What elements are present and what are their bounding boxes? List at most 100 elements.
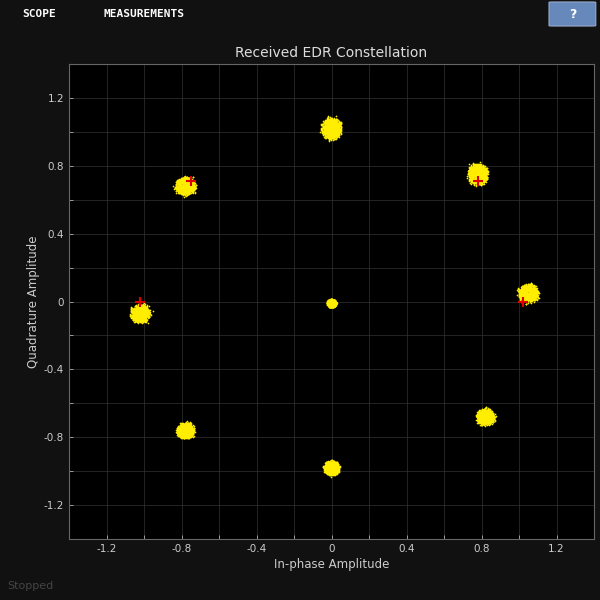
Point — [180, 188, 190, 197]
Point — [144, 308, 154, 318]
Point — [327, 122, 337, 131]
Point — [326, 295, 336, 304]
Point — [128, 309, 137, 319]
Point — [180, 184, 190, 193]
Point — [485, 409, 494, 418]
Point — [326, 131, 336, 141]
Point — [323, 461, 332, 470]
Point — [176, 427, 186, 436]
Point — [523, 283, 532, 293]
Point — [181, 187, 190, 196]
Point — [479, 169, 489, 178]
Point — [184, 430, 193, 440]
Point — [327, 464, 337, 473]
Point — [522, 290, 532, 300]
Point — [488, 417, 497, 427]
Point — [325, 301, 335, 310]
Point — [476, 167, 486, 176]
Point — [531, 287, 541, 297]
Point — [333, 126, 343, 136]
Point — [326, 296, 335, 306]
Point — [526, 294, 535, 304]
Point — [143, 304, 152, 314]
Point — [142, 306, 152, 316]
Point — [173, 185, 183, 195]
Point — [136, 304, 145, 313]
Point — [329, 301, 338, 310]
Point — [328, 119, 338, 128]
Point — [180, 424, 190, 433]
Point — [178, 185, 187, 194]
Point — [482, 407, 492, 416]
Point — [324, 121, 334, 130]
Point — [134, 305, 144, 315]
Point — [143, 312, 153, 322]
Point — [323, 462, 332, 472]
Point — [518, 284, 527, 294]
Point — [478, 163, 488, 172]
Point — [330, 130, 340, 139]
Point — [181, 424, 190, 433]
Point — [521, 293, 531, 303]
Point — [136, 316, 145, 325]
Point — [128, 306, 138, 316]
Point — [328, 302, 338, 311]
Point — [533, 287, 542, 297]
Point — [183, 185, 193, 195]
Point — [133, 311, 143, 321]
Point — [468, 165, 478, 175]
Point — [141, 314, 151, 324]
Point — [323, 465, 332, 475]
Point — [472, 418, 482, 428]
Point — [327, 300, 337, 310]
Point — [173, 178, 183, 187]
Point — [175, 181, 184, 190]
Point — [529, 290, 539, 300]
Point — [324, 298, 334, 307]
Point — [325, 296, 334, 305]
Point — [322, 118, 331, 127]
Point — [324, 467, 334, 476]
Point — [329, 296, 339, 306]
Point — [181, 427, 191, 436]
Point — [185, 430, 194, 440]
Point — [474, 164, 484, 174]
Point — [325, 302, 335, 311]
Point — [480, 414, 490, 424]
Point — [328, 295, 338, 305]
Point — [520, 293, 529, 303]
Point — [140, 313, 150, 323]
Point — [143, 311, 152, 320]
Point — [319, 461, 328, 470]
Point — [182, 182, 191, 191]
Point — [185, 422, 194, 431]
Point — [524, 289, 533, 299]
Point — [329, 301, 338, 310]
Point — [319, 463, 329, 472]
Point — [185, 177, 194, 187]
Point — [475, 413, 484, 422]
Point — [470, 166, 480, 176]
Point — [475, 160, 485, 169]
Point — [522, 290, 532, 300]
Point — [178, 177, 187, 187]
Point — [524, 293, 534, 302]
Point — [136, 309, 145, 319]
Point — [186, 427, 196, 437]
Point — [322, 128, 332, 138]
Point — [174, 179, 184, 188]
Point — [327, 300, 337, 310]
Point — [478, 409, 487, 418]
Point — [178, 420, 187, 430]
Point — [190, 185, 200, 194]
Point — [181, 426, 190, 436]
Point — [320, 119, 330, 129]
Point — [328, 131, 338, 140]
Point — [181, 419, 191, 429]
Point — [327, 461, 337, 470]
Point — [472, 173, 482, 183]
Point — [529, 285, 538, 295]
Point — [479, 165, 489, 175]
Point — [128, 315, 137, 325]
Point — [128, 305, 137, 315]
